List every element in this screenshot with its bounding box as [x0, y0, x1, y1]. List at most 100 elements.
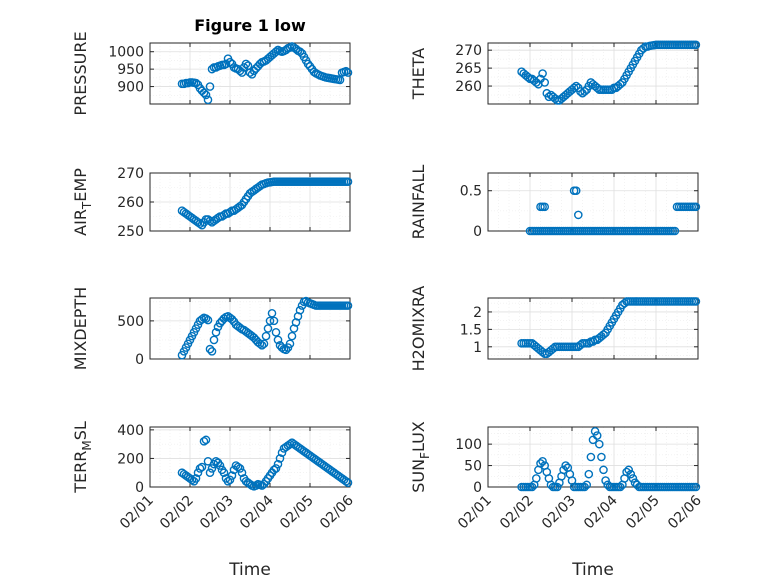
axes-frame	[487, 297, 699, 360]
data-points	[177, 296, 353, 360]
y-axis-label: RAINFALL	[409, 165, 428, 240]
data-point	[580, 87, 589, 96]
data-point	[265, 316, 275, 326]
data-point	[203, 95, 213, 105]
y-tick-label: 0	[473, 480, 482, 496]
plot-area	[487, 172, 699, 232]
data-point	[628, 474, 638, 483]
data-point	[343, 478, 353, 488]
data-point	[584, 339, 594, 348]
data-point	[263, 324, 273, 333]
data-point	[586, 452, 596, 462]
data-point	[571, 186, 581, 196]
axes-frame	[149, 297, 351, 360]
subplot-4: 0 0.5 RAINFALL	[409, 165, 701, 240]
data-point	[622, 467, 631, 477]
data-point	[584, 469, 594, 479]
data-point	[207, 464, 217, 473]
x-tick-label: 02/03	[539, 493, 579, 533]
data-point	[540, 202, 550, 212]
y-axis-label-main: SUN	[409, 459, 428, 493]
y-tick-label: 950	[117, 62, 144, 78]
data-point	[199, 436, 209, 446]
subplot-8: 0 50 100 02/01 02/02 02/03 02/04 02/05 02/06 SUNF…	[409, 421, 705, 580]
data-point	[523, 72, 533, 82]
data-point	[269, 316, 279, 326]
data-point	[343, 68, 353, 77]
data-point	[191, 78, 201, 88]
data-point	[285, 439, 295, 449]
y-axis-label: SUNFLUX	[409, 421, 432, 493]
data-point	[341, 476, 351, 486]
data-point	[187, 475, 197, 485]
data-point	[343, 177, 353, 186]
data-point	[691, 40, 701, 50]
data-point	[195, 464, 205, 473]
data-point	[595, 439, 604, 449]
data-point	[574, 210, 583, 220]
data-point	[582, 480, 592, 490]
subplot-7: 0 200 400 02/01 02/02 02/03 02/04 02/05 02/06 TER…	[71, 421, 357, 580]
x-axis-label: Time	[228, 560, 271, 580]
data-points	[177, 177, 353, 230]
x-tick-label: 02/01	[117, 493, 157, 533]
data-point	[197, 462, 207, 472]
x-tick-label: 02/04	[237, 492, 277, 532]
data-point	[271, 47, 281, 57]
data-point	[538, 69, 547, 78]
subplot-6: 1 1.52 H2OMIXRA	[409, 286, 701, 372]
y-axis-label-main: H2OMIXRA	[409, 286, 428, 372]
subplot-3: 250 260 270 AIRTEMP	[71, 166, 353, 240]
data-point	[571, 81, 581, 91]
data-point	[201, 90, 211, 100]
y-axis-label-rest: LUX	[409, 421, 428, 452]
y-tick-label: 265	[455, 61, 482, 77]
y-axis-label-main: AIR	[71, 209, 90, 236]
x-tick-label: 02/04	[581, 492, 621, 532]
data-point	[245, 68, 255, 77]
data-point	[277, 448, 287, 458]
x-tick-label: 02/06	[317, 492, 357, 532]
data-point	[588, 337, 598, 346]
data-point	[341, 66, 351, 76]
y-axis-label: PRESSURE	[71, 31, 90, 115]
y-axis-label: AIRTEMP	[71, 168, 94, 236]
y-tick-label: 1.5	[460, 322, 482, 338]
x-tick-label: 02/05	[277, 493, 317, 533]
data-point	[597, 452, 606, 462]
y-tick-label: 270	[117, 166, 144, 182]
data-point	[191, 474, 201, 483]
data-point	[561, 461, 571, 470]
data-point	[527, 482, 537, 492]
data-point	[580, 482, 589, 492]
data-points	[177, 435, 353, 491]
y-axis-label: MIXDEPTH	[71, 287, 90, 370]
y-axis-label-main: PRESSURE	[71, 31, 90, 115]
x-tick-label: 02/02	[497, 493, 537, 533]
y-tick-label: 1	[473, 340, 482, 356]
y-axis-label-rest: EMP	[71, 168, 90, 202]
data-point	[259, 339, 269, 349]
y-axis-label: THETA	[409, 48, 428, 100]
y-tick-label: 1000	[108, 45, 144, 61]
data-point	[616, 79, 625, 89]
data-point	[607, 85, 617, 94]
subplot-2: 260 265 270 THETA	[409, 40, 701, 105]
data-point	[219, 468, 229, 478]
data-point	[271, 328, 281, 337]
data-point	[287, 331, 297, 341]
data-point	[271, 464, 281, 473]
data-point	[201, 435, 211, 445]
data-point	[195, 219, 205, 229]
data-point	[237, 468, 247, 478]
y-tick-label: 900	[117, 80, 144, 96]
y-tick-label: 100	[455, 437, 482, 453]
data-point	[201, 314, 211, 323]
data-point	[532, 474, 541, 483]
data-point	[235, 464, 245, 473]
data-point	[273, 459, 283, 469]
data-point	[273, 335, 283, 345]
data-point	[205, 216, 215, 226]
data-point	[559, 465, 568, 475]
data-point	[197, 315, 207, 324]
